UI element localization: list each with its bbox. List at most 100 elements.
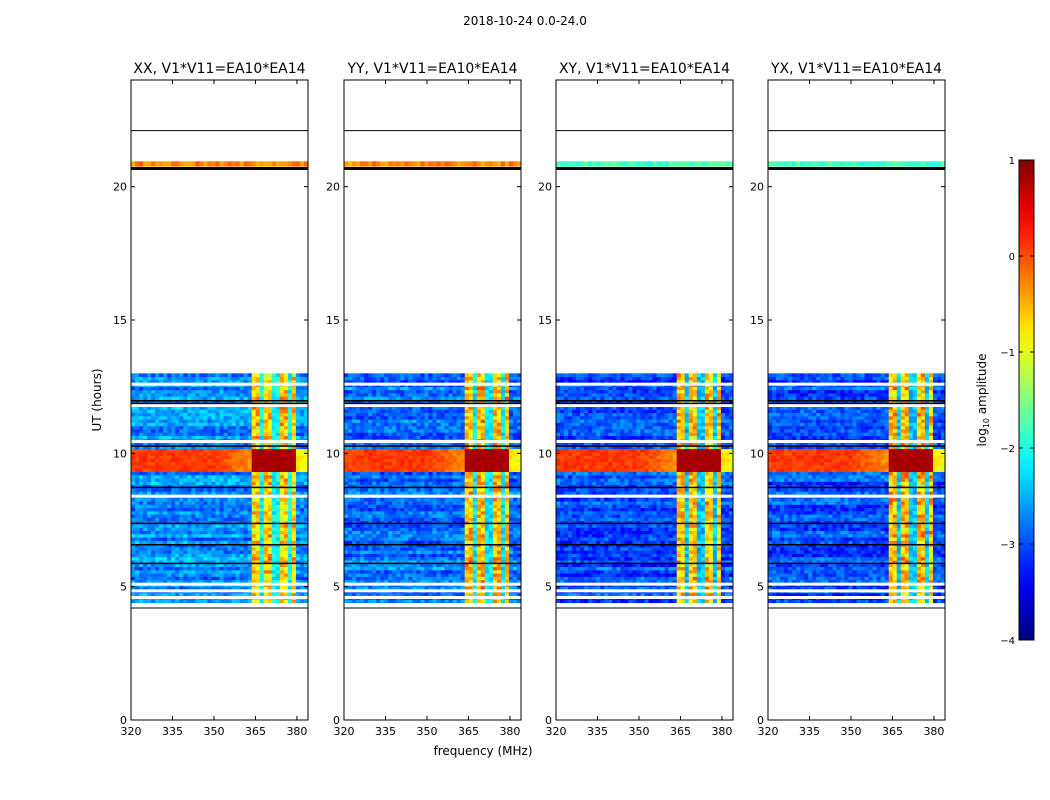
- spectrum-cell: [356, 569, 361, 574]
- spectrum-cell: [263, 497, 269, 502]
- spectrum-cell: [219, 396, 224, 400]
- spectrum-cell: [239, 409, 245, 414]
- spectrum-cell: [243, 514, 249, 518]
- spectrum-cell: [255, 550, 261, 554]
- spectrum-cell: [191, 412, 196, 417]
- spectrum-cell: [223, 478, 228, 482]
- spectrum-cell: [372, 592, 377, 597]
- spectrum-cell: [436, 481, 441, 486]
- spectrum-cell: [472, 481, 478, 486]
- spectrum-cell: [267, 461, 273, 466]
- spectrum-cell: [211, 579, 216, 584]
- spectrum-cell: [420, 533, 425, 538]
- spectrum-cell: [508, 537, 514, 541]
- spectrum-cell: [151, 386, 156, 391]
- spectrum-cell: [348, 573, 353, 577]
- spectrum-cell: [187, 442, 192, 446]
- spectrum-cell: [364, 481, 369, 486]
- spectrum-cell: [303, 435, 308, 440]
- spectrum-cell: [279, 497, 285, 502]
- spectrum-cell: [456, 481, 462, 486]
- spectrum-cell: [251, 546, 257, 551]
- spectrum-cell: [448, 491, 454, 495]
- spectrum-cell: [384, 497, 389, 502]
- spectrum-cell: [151, 376, 156, 381]
- spectrum-cell: [171, 491, 176, 495]
- spectrum-cell: [364, 471, 369, 476]
- spectrum-cell: [247, 540, 253, 545]
- spectrum-cell: [167, 422, 172, 427]
- spectrum-cell: [480, 510, 486, 515]
- spectrum-cell: [151, 599, 156, 604]
- spectrum-cell: [183, 481, 188, 486]
- spectrum-cell: [183, 406, 188, 410]
- spectrum-cell: [279, 517, 285, 522]
- spectrum-cell: [199, 556, 204, 561]
- spectrum-cell: [235, 458, 241, 463]
- spectrum-cell: [231, 468, 236, 473]
- spectrum-cell: [416, 546, 421, 551]
- spectrum-cell: [175, 569, 180, 574]
- spectrum-cell: [223, 432, 228, 436]
- spectrum-cell: [271, 507, 277, 512]
- spectrum-cell: [460, 576, 466, 581]
- spectrum-cell: [199, 566, 204, 571]
- spectrum-cell: [516, 520, 521, 525]
- spectrum-cell: [388, 573, 393, 577]
- spectrum-cell: [271, 514, 277, 518]
- spectrum-cell: [356, 556, 361, 561]
- spectrum-cell: [480, 474, 486, 479]
- spectrum-cell: [404, 524, 409, 528]
- spectrum-cell: [500, 553, 506, 558]
- spectrum-cell: [211, 537, 216, 541]
- spectrum-cell: [131, 478, 136, 482]
- spectrum-cell: [440, 546, 445, 551]
- spectrum-cell: [259, 161, 265, 167]
- spectrum-cell: [360, 520, 365, 525]
- spectrum-cell: [295, 389, 301, 394]
- spectrum-cell: [404, 484, 409, 489]
- spectrum-cell: [227, 576, 232, 581]
- spectrum-cell: [416, 481, 421, 486]
- spectrum-cell: [223, 546, 228, 551]
- spectrum-cell: [504, 510, 510, 515]
- spectrum-cell: [388, 586, 393, 590]
- spectrum-cell: [171, 412, 176, 417]
- spectrum-cell: [488, 556, 494, 561]
- spectrum-cell: [203, 592, 208, 597]
- spectrum-cell: [492, 599, 498, 604]
- spectrum-cell: [235, 540, 241, 545]
- spectrum-cell: [436, 576, 441, 581]
- spectrum-cell: [267, 533, 273, 538]
- spectrum-cell: [428, 556, 433, 561]
- spectrum-cell: [291, 491, 297, 495]
- spectrum-cell: [440, 501, 445, 505]
- spectrum-cell: [412, 520, 417, 525]
- spectrum-cell: [476, 556, 482, 561]
- spectrum-cell: [183, 546, 188, 551]
- spectrum-cell: [183, 586, 188, 590]
- spectrum-cell: [151, 409, 156, 414]
- spectrum-cell: [211, 465, 216, 469]
- spectrum-cell: [412, 510, 417, 515]
- spectrum-cell: [424, 474, 429, 479]
- spectrum-cell: [372, 478, 377, 482]
- spectrum-cell: [279, 546, 285, 551]
- spectrum-cell: [376, 599, 381, 604]
- spectrum-cell: [167, 386, 172, 391]
- spectrum-cell: [147, 524, 152, 528]
- spectrum-cell: [147, 560, 152, 564]
- spectrum-cell: [131, 537, 136, 541]
- spectrum-cell: [147, 386, 152, 391]
- spectrum-cell: [376, 537, 381, 541]
- spectrum-cell: [255, 540, 261, 545]
- spectrum-cell: [203, 468, 208, 473]
- spectrum-cell: [279, 451, 285, 456]
- spectrum-cell: [448, 537, 454, 541]
- spectrum-cell: [199, 481, 204, 486]
- spectrum-cell: [151, 537, 156, 541]
- spectrum-cell: [464, 546, 470, 551]
- spectrum-cell: [231, 550, 236, 554]
- spectrum-cell: [231, 379, 236, 384]
- spectrum-cell: [267, 455, 273, 459]
